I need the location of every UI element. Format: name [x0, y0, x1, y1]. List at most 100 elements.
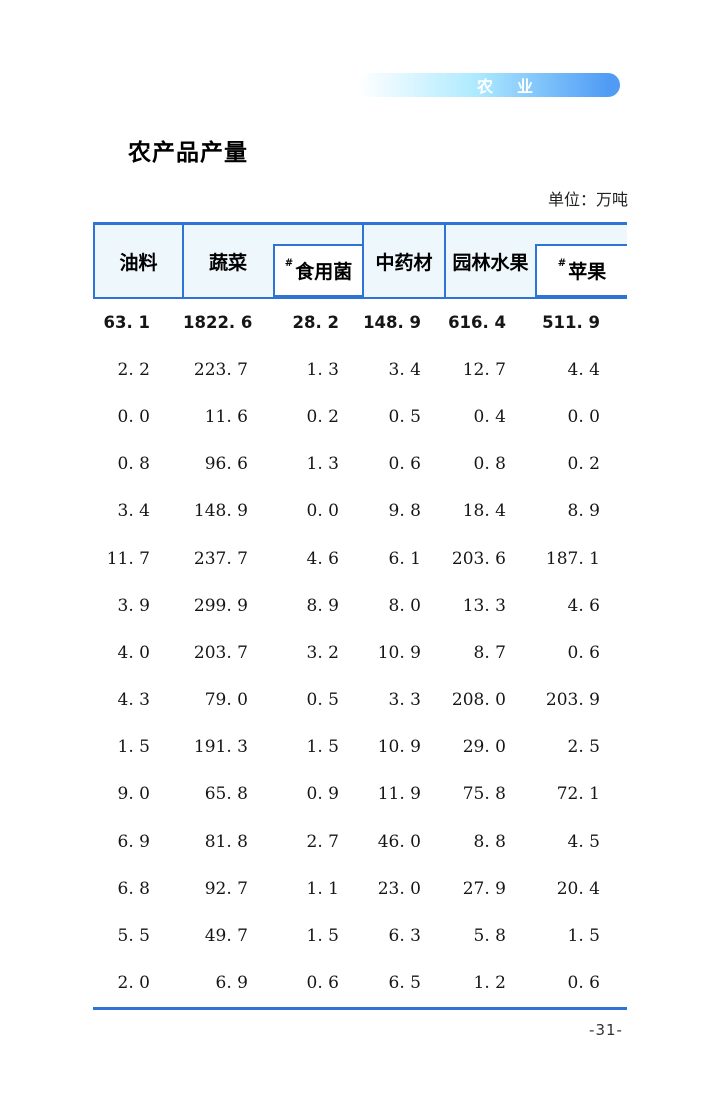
table-cell: 8. 7 [473, 642, 506, 663]
table-row: 3. 4 148. 9 0. 0 9. 8 18. 4 8. 9 [93, 488, 627, 535]
table-cell: 0. 4 [473, 406, 506, 427]
table-cell: 12. 7 [462, 359, 506, 380]
unit-note: 单位：万吨 [547, 190, 628, 209]
page-title: 农产品产量 [128, 140, 248, 166]
table-cell: 4. 5 [567, 831, 600, 852]
col-header-orchard-fruits: 园林水果 [446, 225, 535, 297]
table-cell: 0. 0 [306, 501, 339, 522]
table-cell: 0. 5 [306, 690, 339, 711]
table-cell: 187. 1 [545, 548, 600, 569]
table-cell: 4. 3 [117, 690, 150, 711]
header-divider [182, 225, 184, 297]
table-cell: 3. 4 [388, 359, 421, 380]
table-cell: 0. 6 [567, 973, 600, 994]
table-cell: 1. 5 [117, 737, 150, 758]
table-cell: 0. 8 [117, 454, 150, 475]
table-cell: 0. 5 [388, 406, 421, 427]
section-banner-label: 农 业 [476, 77, 537, 96]
table-cell: 2. 7 [306, 831, 339, 852]
table-row: 4. 3 79. 0 0. 5 3. 3 208. 0 203. 9 [93, 677, 627, 724]
table-cell: 18. 4 [462, 501, 506, 522]
table-cell: 75. 8 [462, 784, 506, 805]
table-cell: 2. 0 [117, 973, 150, 994]
table-cell: 0. 6 [567, 642, 600, 663]
table-row: 9. 0 65. 8 0. 9 11. 9 75. 8 72. 1 [93, 771, 627, 818]
table-cell: 1. 5 [306, 926, 339, 947]
table-cell: 46. 0 [377, 831, 421, 852]
table-cell: 6. 9 [215, 973, 248, 994]
table-cell: 223. 7 [193, 359, 248, 380]
table-row: 2. 0 6. 9 0. 6 6. 5 1. 2 0. 6 [93, 960, 627, 1007]
table-row: 1. 5 191. 3 1. 5 10. 9 29. 0 2. 5 [93, 724, 627, 771]
table-cell: 148. 9 [363, 313, 421, 333]
table-cell: 203. 6 [451, 548, 506, 569]
table-cell: 0. 6 [306, 973, 339, 994]
output-table: 油料 蔬菜 # 食用菌 中药材 园林水果 # 苹果 63. 1 1822. 6 … [93, 222, 627, 1010]
table-row: 2. 2 223. 7 1. 3 3. 4 12. 7 4. 4 [93, 346, 627, 393]
table-row: 11. 7 237. 7 4. 6 6. 1 203. 6 187. 1 [93, 535, 627, 582]
table-cell: 79. 0 [204, 690, 248, 711]
table-cell: 6. 5 [388, 973, 421, 994]
table-cell: 1. 3 [306, 359, 339, 380]
page-number: -31- [589, 1021, 623, 1039]
col-header-chinese-herbs: 中药材 [364, 225, 444, 297]
table-cell: 2. 5 [567, 737, 600, 758]
table-cell: 208. 0 [451, 690, 506, 711]
table-cell: 1. 5 [567, 926, 600, 947]
table-cell: 11. 9 [377, 784, 421, 805]
col-header-vegetables: 蔬菜 [184, 225, 272, 297]
table-cell: 49. 7 [204, 926, 248, 947]
col-header-edible-fungi: # 食用菌 [273, 244, 364, 297]
table-cell: 0. 2 [567, 454, 600, 475]
table-cell: 511. 9 [542, 313, 600, 333]
table-cell: 1. 5 [306, 737, 339, 758]
table-cell: 616. 4 [448, 313, 506, 333]
table-cell: 28. 2 [292, 313, 339, 333]
col-header-label: 中药材 [375, 251, 433, 274]
table-cell: 27. 9 [462, 878, 506, 899]
col-header-apples: # 苹果 [535, 244, 627, 297]
table-cell: 0. 0 [567, 406, 600, 427]
table-cell: 0. 0 [117, 406, 150, 427]
table-cell: 6. 9 [117, 831, 150, 852]
sub-item-hash-mark: # [557, 258, 567, 269]
table-cell: 5. 5 [117, 926, 150, 947]
table-cell: 2. 2 [117, 359, 150, 380]
table-cell: 6. 8 [117, 878, 150, 899]
table-row: 63. 1 1822. 6 28. 2 148. 9 616. 4 511. 9 [93, 299, 627, 346]
table-cell: 6. 1 [388, 548, 421, 569]
col-header-label: 园林水果 [452, 251, 529, 274]
table-cell: 0. 9 [306, 784, 339, 805]
table-cell: 3. 2 [306, 642, 339, 663]
table-cell: 13. 3 [462, 595, 506, 616]
table-cell: 1. 1 [306, 878, 339, 899]
table-cell: 0. 6 [388, 454, 421, 475]
table-row: 4. 0 203. 7 3. 2 10. 9 8. 7 0. 6 [93, 629, 627, 676]
table-body: 63. 1 1822. 6 28. 2 148. 9 616. 4 511. 9… [93, 299, 627, 1010]
table-cell: 10. 9 [377, 737, 421, 758]
table-cell: 3. 3 [388, 690, 421, 711]
header-divider [93, 225, 95, 297]
table-row: 6. 8 92. 7 1. 1 23. 0 27. 9 20. 4 [93, 865, 627, 912]
table-cell: 29. 0 [462, 737, 506, 758]
table-row: 0. 0 11. 6 0. 2 0. 5 0. 4 0. 0 [93, 393, 627, 440]
header-divider [444, 225, 446, 297]
table-cell: 299. 9 [193, 595, 248, 616]
table-cell: 10. 9 [377, 642, 421, 663]
table-cell: 1. 3 [306, 454, 339, 475]
table-cell: 9. 0 [117, 784, 150, 805]
table-cell: 3. 4 [117, 501, 150, 522]
table-cell: 0. 8 [473, 454, 506, 475]
col-header-oil-crops: 油料 [95, 225, 182, 297]
col-header-label: 食用菌 [295, 261, 353, 283]
table-cell: 3. 9 [117, 595, 150, 616]
table-cell: 8. 0 [388, 595, 421, 616]
table-cell: 148. 9 [193, 501, 248, 522]
table-row: 0. 8 96. 6 1. 3 0. 6 0. 8 0. 2 [93, 441, 627, 488]
table-cell: 4. 4 [567, 359, 600, 380]
table-header: 油料 蔬菜 # 食用菌 中药材 园林水果 # 苹果 [93, 222, 627, 299]
table-cell: 6. 3 [388, 926, 421, 947]
table-row: 5. 5 49. 7 1. 5 6. 3 5. 8 1. 5 [93, 912, 627, 959]
table-cell: 4. 6 [567, 595, 600, 616]
